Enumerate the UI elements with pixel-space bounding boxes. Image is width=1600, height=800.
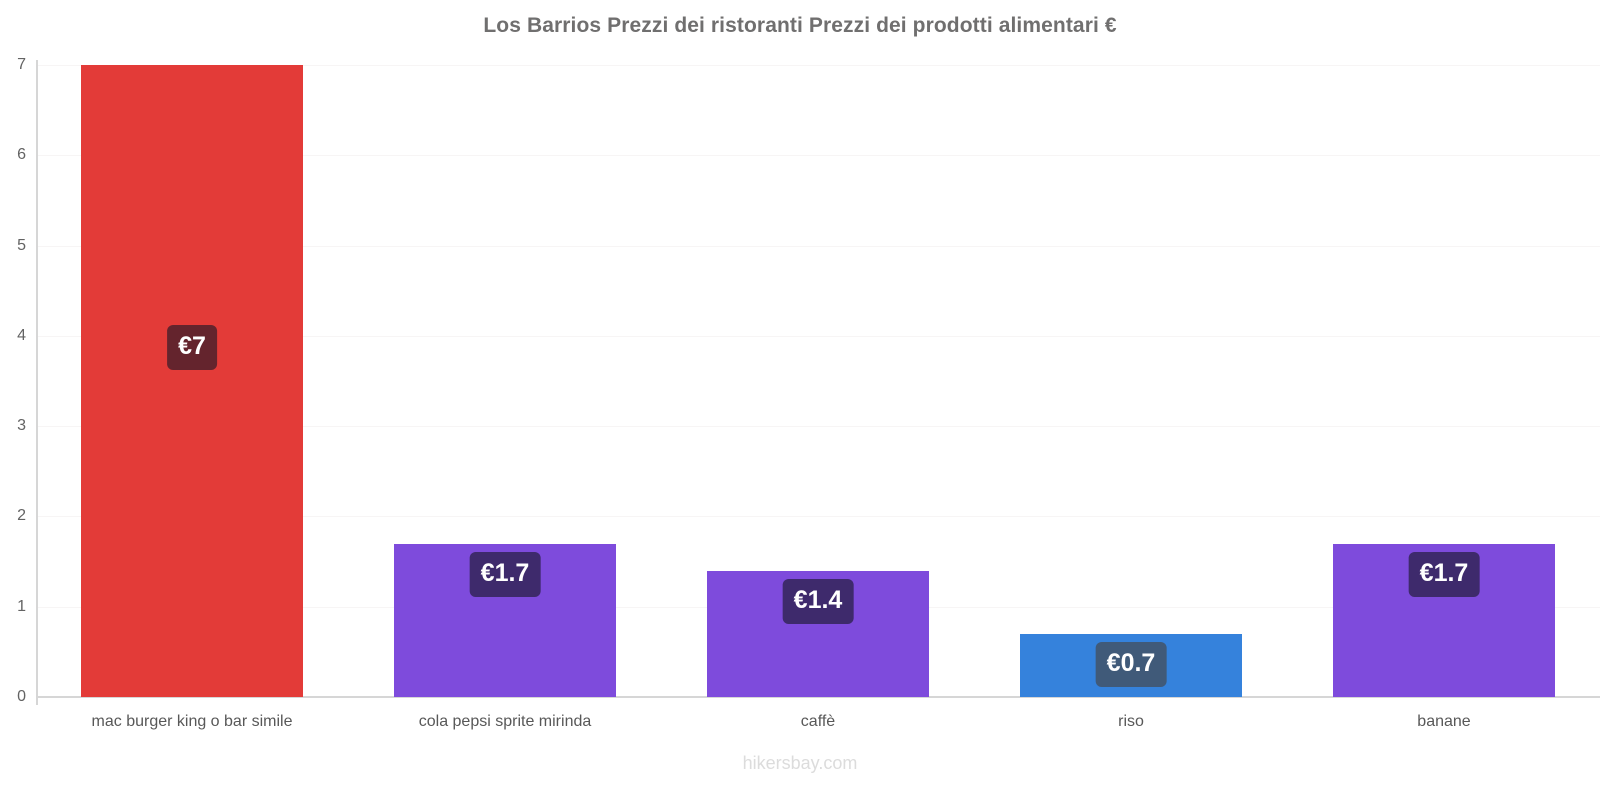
gridline [36,426,1600,427]
gridline [36,336,1600,337]
gridline [36,155,1600,156]
y-axis-tick-label: 6 [17,146,26,163]
y-axis-tick-label: 0 [17,688,26,705]
x-axis-line [36,696,1600,698]
bar-value-label: €0.7 [1095,642,1167,687]
x-axis-category-label: caffè [800,713,836,730]
bar-value-label: €1.7 [1408,552,1480,597]
y-axis-line [36,60,38,705]
y-axis-tick-label: 4 [17,327,26,344]
x-axis-category-label: banane [1417,713,1471,730]
x-axis-category-label: mac burger king o bar simile [91,713,293,730]
bar-value-label: €1.4 [782,579,854,624]
gridline [36,246,1600,247]
bar[interactable] [81,65,303,697]
y-axis-tick-label: 5 [17,237,26,254]
y-axis-tick-label: 7 [17,56,26,73]
bar-value-label: €7 [167,325,217,370]
x-axis-category-label: cola pepsi sprite mirinda [418,713,592,730]
y-axis-tick-label: 3 [17,417,26,434]
y-axis-tick-label: 2 [17,507,26,524]
watermark: hikersbay.com [742,753,858,773]
gridline [36,65,1600,66]
chart-title: Los Barrios Prezzi dei ristoranti Prezzi… [483,14,1117,37]
bar-value-label: €1.7 [469,552,541,597]
gridline [36,516,1600,517]
x-axis-category-label: riso [1118,713,1144,730]
y-axis-tick-label: 1 [17,598,26,615]
